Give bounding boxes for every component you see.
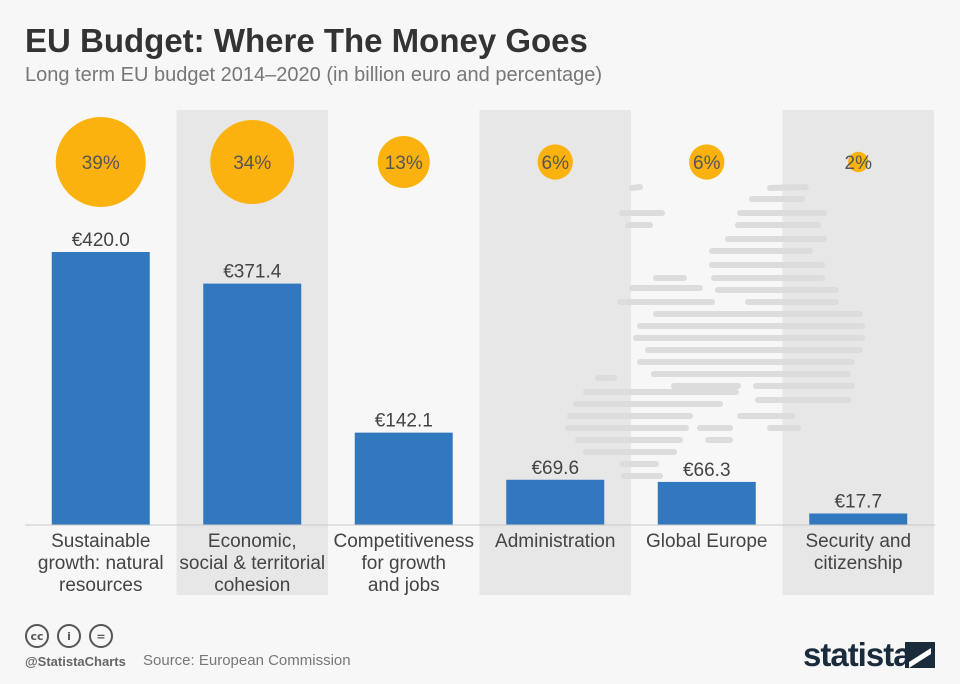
category-label-5: Security and (805, 531, 911, 552)
category-label-2: and jobs (368, 575, 440, 596)
percentage-label-3: 6% (542, 153, 570, 174)
value-label-1: €371.4 (223, 262, 282, 283)
bar-3 (506, 479, 605, 525)
map-stripe (767, 184, 809, 191)
bar-2 (354, 432, 453, 525)
value-label-4: €66.3 (683, 460, 731, 481)
nd-icon: = (89, 624, 113, 648)
category-label-1: Economic, (208, 531, 297, 552)
category-label-2: for growth (362, 553, 446, 574)
statista-handle: @StatistaCharts (25, 654, 126, 669)
chart-title: EU Budget: Where The Money Goes (25, 22, 588, 59)
bars: €420.0 €371.4 €142.1 €69.6 €66.3 €17.7 (51, 230, 908, 525)
value-label-5: €17.7 (834, 491, 882, 512)
category-label-1: cohesion (214, 575, 290, 596)
value-label-2: €142.1 (375, 411, 433, 432)
percentage-bubble-5 (848, 151, 869, 173)
percentage-label-5: 2% (845, 153, 873, 174)
category-label-3: Administration (495, 531, 615, 552)
category-label-2: Competitiveness (334, 531, 474, 552)
percentage-bubble-0 (55, 117, 146, 207)
category-label-5: citizenship (814, 553, 903, 574)
category-label-4: Global Europe (646, 531, 767, 552)
source-note: Source: European Commission (143, 652, 351, 669)
bar-5 (809, 513, 908, 525)
category-label-0: Sustainable (51, 531, 150, 552)
category-label-0: resources (59, 575, 142, 596)
europe-map-decoration (565, 184, 865, 479)
percentage-label-4: 6% (693, 153, 721, 174)
by-icon: i (57, 624, 81, 648)
bar-4 (657, 481, 756, 525)
value-label-0: €420.0 (72, 230, 130, 251)
percentage-bubble-1 (210, 119, 295, 205)
value-label-3: €69.6 (531, 458, 579, 479)
percentage-bubble-2 (377, 136, 430, 188)
map-stripe (629, 184, 643, 191)
percentage-bubble-3 (537, 144, 573, 180)
cc-icon: cc (25, 624, 49, 648)
license-icons: cc i = (25, 624, 113, 648)
percentage-bubble-4 (689, 144, 725, 180)
statista-logo-text: statista (803, 636, 912, 673)
percentage-label-1: 34% (233, 153, 271, 174)
chart-subtitle: Long term EU budget 2014–2020 (in billio… (25, 64, 603, 86)
percentage-bubbles: 39% 34% 13% 6% 6% 2% (55, 117, 873, 207)
category-label-1: social & territorial (179, 553, 325, 574)
bar-1 (203, 283, 302, 525)
percentage-label-2: 13% (385, 153, 423, 174)
bar-0 (51, 252, 150, 525)
statista-logo-icon (905, 642, 935, 668)
percentage-label-0: 39% (82, 153, 120, 174)
category-label-0: growth: natural (38, 553, 164, 574)
